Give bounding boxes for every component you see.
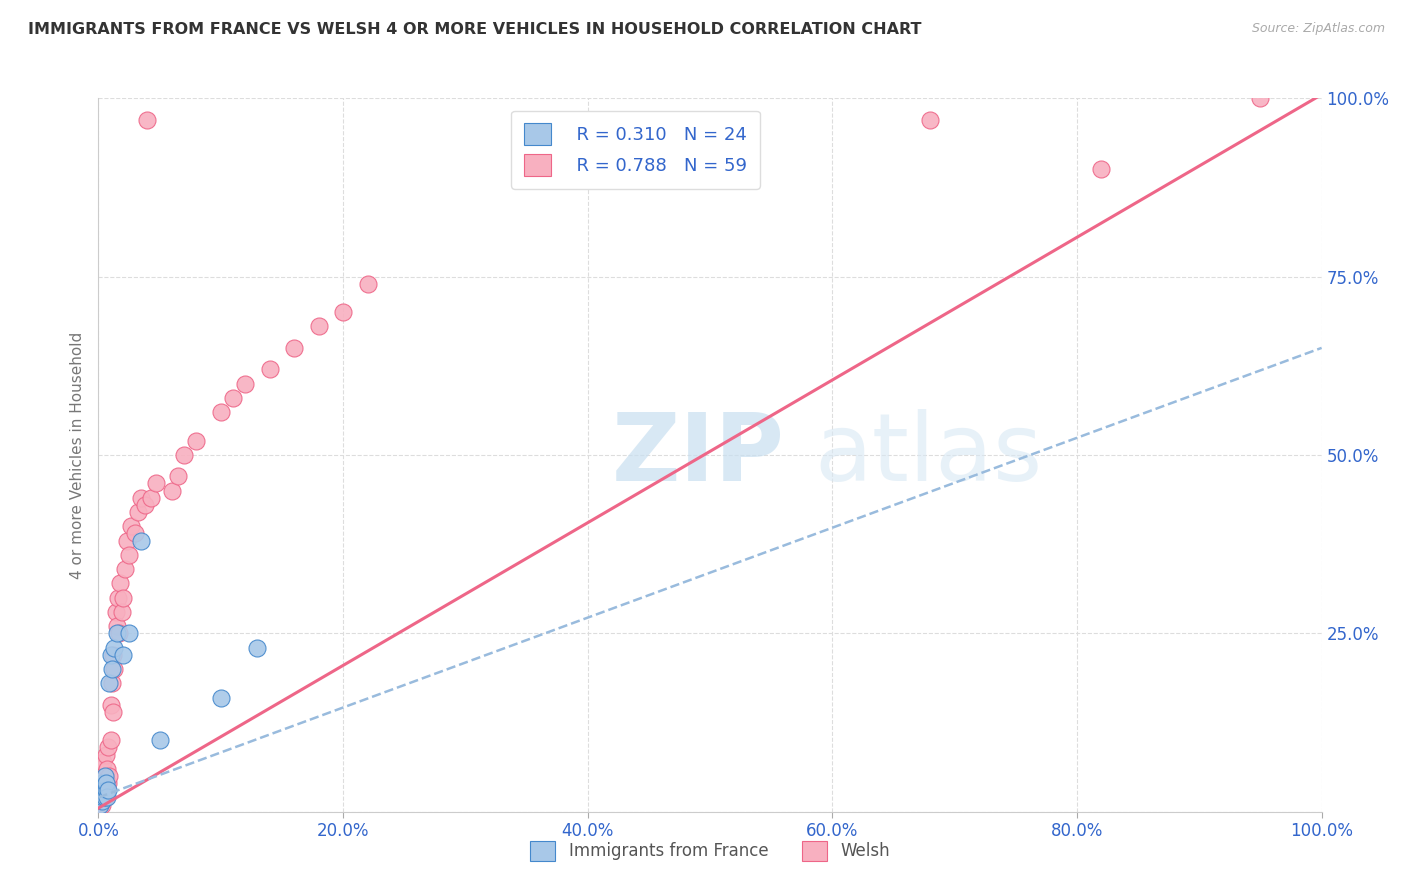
Point bbox=[246, 640, 269, 655]
Point bbox=[283, 341, 305, 355]
Point bbox=[89, 783, 111, 797]
Point bbox=[93, 769, 115, 783]
Point bbox=[1249, 91, 1271, 105]
Point bbox=[124, 526, 146, 541]
Point bbox=[96, 783, 118, 797]
Point bbox=[94, 747, 117, 762]
Point bbox=[90, 776, 112, 790]
Point bbox=[101, 676, 124, 690]
Point bbox=[89, 797, 111, 812]
Point bbox=[91, 769, 114, 783]
Point bbox=[108, 626, 131, 640]
Point bbox=[103, 662, 125, 676]
Point bbox=[136, 112, 159, 127]
Point bbox=[91, 776, 114, 790]
Point bbox=[97, 740, 120, 755]
Point bbox=[356, 277, 378, 291]
Point bbox=[101, 662, 124, 676]
Point bbox=[90, 783, 112, 797]
Point bbox=[103, 640, 125, 655]
Point bbox=[94, 783, 117, 797]
Point bbox=[96, 762, 118, 776]
Point bbox=[308, 319, 330, 334]
Text: atlas: atlas bbox=[814, 409, 1042, 501]
Point bbox=[120, 519, 142, 533]
Point bbox=[91, 790, 114, 805]
Point bbox=[91, 783, 114, 797]
Point bbox=[111, 591, 134, 605]
Point bbox=[91, 790, 114, 805]
Point bbox=[129, 533, 152, 548]
Text: ZIP: ZIP bbox=[612, 409, 785, 501]
Point bbox=[259, 362, 281, 376]
Point bbox=[134, 498, 156, 512]
Point bbox=[91, 794, 114, 808]
Point bbox=[920, 112, 942, 127]
Point bbox=[98, 769, 121, 783]
Point bbox=[209, 405, 232, 419]
Point bbox=[90, 762, 112, 776]
Point bbox=[111, 605, 134, 619]
Point bbox=[105, 626, 128, 640]
Point bbox=[1090, 162, 1112, 177]
Point bbox=[93, 790, 115, 805]
Legend: Immigrants from France, Welsh: Immigrants from France, Welsh bbox=[524, 834, 896, 868]
Point bbox=[115, 533, 138, 548]
Point bbox=[107, 591, 129, 605]
Point bbox=[332, 305, 354, 319]
Point bbox=[93, 769, 115, 783]
Point bbox=[90, 790, 112, 805]
Point bbox=[160, 483, 183, 498]
Point bbox=[145, 476, 167, 491]
Text: IMMIGRANTS FROM FRANCE VS WELSH 4 OR MORE VEHICLES IN HOUSEHOLD CORRELATION CHAR: IMMIGRANTS FROM FRANCE VS WELSH 4 OR MOR… bbox=[28, 22, 921, 37]
Point bbox=[91, 776, 114, 790]
Point bbox=[97, 776, 120, 790]
Point bbox=[209, 690, 232, 705]
Point bbox=[91, 755, 114, 769]
Point bbox=[90, 790, 112, 805]
Point bbox=[100, 733, 122, 747]
Point bbox=[139, 491, 162, 505]
Point bbox=[127, 505, 149, 519]
Point bbox=[94, 790, 117, 805]
Point bbox=[149, 733, 172, 747]
Point bbox=[167, 469, 190, 483]
Point bbox=[101, 648, 124, 662]
Point bbox=[97, 783, 120, 797]
Point bbox=[173, 448, 195, 462]
Point bbox=[110, 576, 132, 591]
Y-axis label: 4 or more Vehicles in Household: 4 or more Vehicles in Household bbox=[69, 331, 84, 579]
Point bbox=[100, 698, 122, 712]
Text: Source: ZipAtlas.com: Source: ZipAtlas.com bbox=[1251, 22, 1385, 36]
Point bbox=[114, 562, 136, 576]
Point bbox=[104, 605, 127, 619]
Point bbox=[111, 648, 134, 662]
Point bbox=[186, 434, 208, 448]
Point bbox=[105, 619, 128, 633]
Point bbox=[94, 776, 117, 790]
Point bbox=[100, 648, 122, 662]
Point bbox=[91, 797, 114, 812]
Point bbox=[91, 783, 114, 797]
Point bbox=[129, 491, 152, 505]
Point bbox=[233, 376, 256, 391]
Point bbox=[118, 548, 141, 562]
Point bbox=[222, 391, 245, 405]
Point bbox=[118, 626, 141, 640]
Point bbox=[96, 790, 118, 805]
Point bbox=[93, 783, 115, 797]
Point bbox=[98, 676, 121, 690]
Point bbox=[101, 705, 124, 719]
Point bbox=[89, 797, 111, 812]
